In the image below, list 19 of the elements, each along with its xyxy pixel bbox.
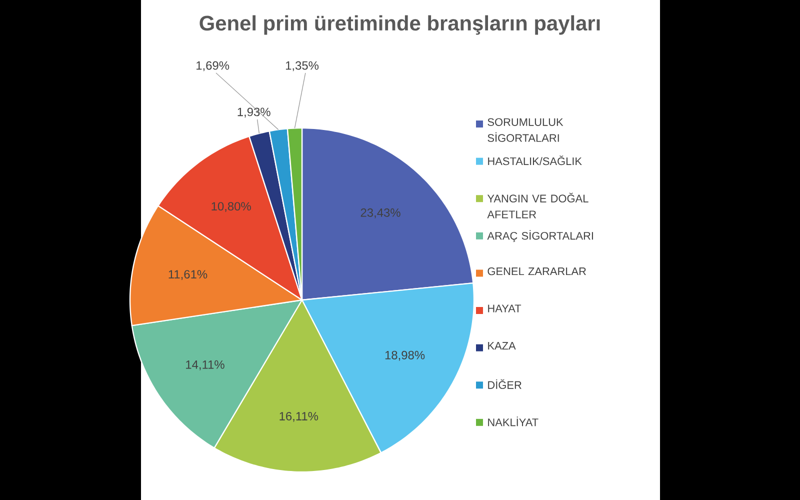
- data-label: 23,43%: [360, 208, 400, 218]
- data-label: 11,61%: [168, 270, 208, 280]
- legend-label: ARAÇ SİGORTALARI: [487, 230, 593, 242]
- legend-label: DİĞER: [488, 379, 522, 389]
- legend-label: SORUMLULUK SİGORTALARI: [488, 118, 564, 142]
- data-label: 1,35%: [286, 61, 319, 72]
- chart-title: Genel prim üretiminde branşların payları: [200, 15, 600, 35]
- data-label: 10,80%: [212, 202, 251, 212]
- legend-label: GENEL ZARARLAR: [488, 267, 586, 276]
- legend-label: KAZA: [488, 342, 516, 350]
- legend-label: HAYAT: [488, 304, 522, 312]
- legend-label: HASTALIK/SAĞLIK: [488, 156, 582, 166]
- data-label: 1,69%: [196, 61, 230, 72]
- legend-label: NAKLİYAT: [488, 416, 538, 426]
- legend-label: YANGIN VE DOĞAL AFETLER: [487, 192, 588, 218]
- data-label: 14,11%: [186, 360, 224, 370]
- data-label: 1,93%: [238, 108, 270, 118]
- data-label: 16,11%: [280, 412, 318, 422]
- data-label: 18,98%: [385, 350, 425, 361]
